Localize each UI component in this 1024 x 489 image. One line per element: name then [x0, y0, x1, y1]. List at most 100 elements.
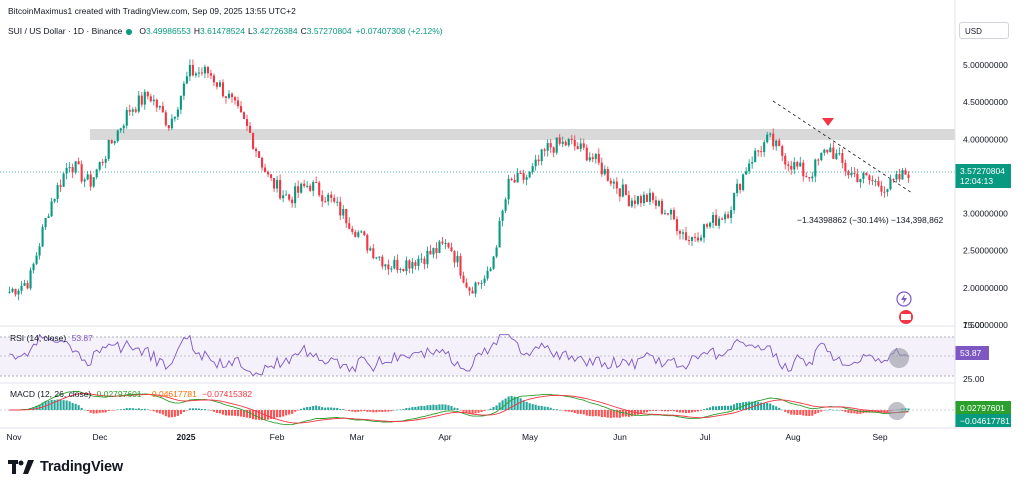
macd-hist-bar [808, 410, 811, 417]
rsi-legend[interactable]: RSI (14, close) 53.87 [10, 333, 93, 343]
macd-legend[interactable]: MACD (12, 26, close) 0.02797601 −0.04617… [10, 389, 252, 399]
resistance-band [90, 129, 955, 140]
macd-hist-bar [531, 404, 534, 410]
us-flag-event-icon[interactable] [899, 310, 913, 324]
time-axis[interactable]: Nov Dec 2025 Feb Mar Apr May Jun Jul Aug Sep [6, 432, 887, 442]
candle-body [504, 199, 507, 211]
candle-body [23, 283, 26, 286]
candle-body [116, 130, 119, 142]
candle-body [844, 162, 847, 172]
macd-hist-bar [71, 403, 74, 410]
candle-body [775, 140, 778, 147]
macd-hist-bar [294, 410, 297, 412]
macd-hist-bar [56, 399, 59, 410]
macd-hist-bar [369, 410, 372, 412]
macd-hist-bar [811, 410, 814, 416]
macd-hist-bar [167, 410, 170, 418]
macd-hist-bar [742, 402, 745, 410]
candle-body [666, 213, 670, 215]
macd-hist-bar [727, 405, 730, 410]
macd-hist-bar [158, 410, 161, 414]
macd-hist-bar [393, 409, 396, 411]
time-axis-label: Dec [92, 432, 108, 442]
candle-body [188, 64, 191, 77]
macd-hist-bar [432, 404, 435, 410]
macd-hist-bar [690, 410, 694, 413]
time-axis-label: Sep [872, 432, 887, 442]
candle-body [690, 236, 694, 241]
candle-body [435, 248, 438, 253]
macd-hist-bar [297, 410, 300, 411]
macd-hist-bar [11, 409, 14, 411]
macd-hist-bar [552, 409, 555, 410]
candle-body [29, 270, 32, 289]
candle-body [224, 96, 228, 98]
macd-hist-bar [609, 410, 612, 418]
candle-body [80, 164, 83, 182]
macd-hist-bar [895, 409, 898, 411]
macd-hist-bar [549, 407, 552, 410]
price-tick-label: 1.50000000 [963, 320, 1008, 330]
macd-hist-bar [874, 410, 877, 413]
candle-body [853, 172, 856, 174]
macd-hist-bar [543, 406, 546, 410]
macd-hist-bar [678, 410, 682, 413]
time-axis-label: Nov [6, 432, 22, 442]
candle-body [862, 172, 865, 179]
candle-body [724, 214, 727, 220]
macd-hist-bar [687, 410, 691, 413]
macd-hist-bar [492, 407, 495, 410]
candle-body [209, 73, 213, 76]
macd-hist-bar [399, 409, 402, 410]
candle-body [594, 153, 597, 160]
macd-hist-bar [510, 395, 513, 410]
price-axis[interactable]: 5.00000000 4.50000000 4.00000000 3.00000000… [963, 60, 1008, 330]
macd-hist-bar [793, 410, 796, 415]
tradingview-logo-icon [8, 460, 34, 474]
price-tick-label: 5.00000000 [963, 60, 1008, 70]
macd-hist-bar [236, 410, 240, 417]
macd-hist-bar [206, 409, 209, 411]
macd-hist-bar [89, 410, 92, 413]
candle-body [327, 194, 330, 202]
time-axis-label: Aug [785, 432, 800, 442]
tradingview-logo[interactable]: TradingView [8, 459, 123, 475]
candle-body [781, 146, 784, 156]
macd-hist-bar [333, 407, 336, 410]
macd-hist-bar [705, 408, 709, 410]
candle-body [901, 170, 904, 180]
macd-hist-bar [122, 409, 125, 410]
candle-body [639, 196, 642, 204]
candle-body [856, 173, 859, 183]
candle-body [17, 290, 20, 295]
countdown-timer: 12:04:13 [960, 176, 993, 186]
candle-body [411, 262, 414, 269]
candle-body [591, 157, 594, 160]
macd-hist-bar [309, 406, 312, 410]
currency-selector[interactable]: USD [959, 22, 1009, 39]
symbol-name[interactable]: SUI / US Dollar · 1D · Binance [8, 26, 123, 36]
candle-body [519, 172, 522, 174]
candle-body [678, 231, 682, 234]
candle-body [414, 262, 417, 266]
macd-hist-bar [588, 410, 591, 417]
macd-hist-bar [757, 401, 760, 410]
macd-hist-bar [254, 410, 258, 420]
candle-body [748, 163, 751, 172]
macd-hist-bar [693, 410, 697, 412]
candle-body [811, 176, 814, 179]
macd-hist-bar [62, 400, 65, 410]
lightning-event-icon[interactable] [896, 291, 912, 307]
macd-hist-bar [474, 410, 477, 414]
candle-body [104, 158, 107, 163]
signal-inline-value: −0.04617781 [146, 389, 197, 399]
candle-body [441, 241, 444, 244]
macd-hist-bar [92, 410, 95, 414]
candle-body [89, 174, 92, 187]
candle-body [245, 119, 249, 126]
macd-hist-bar [414, 406, 417, 410]
macd-hist-bar [140, 409, 143, 410]
candle-body [600, 162, 603, 175]
macd-hist-bar [787, 410, 790, 414]
